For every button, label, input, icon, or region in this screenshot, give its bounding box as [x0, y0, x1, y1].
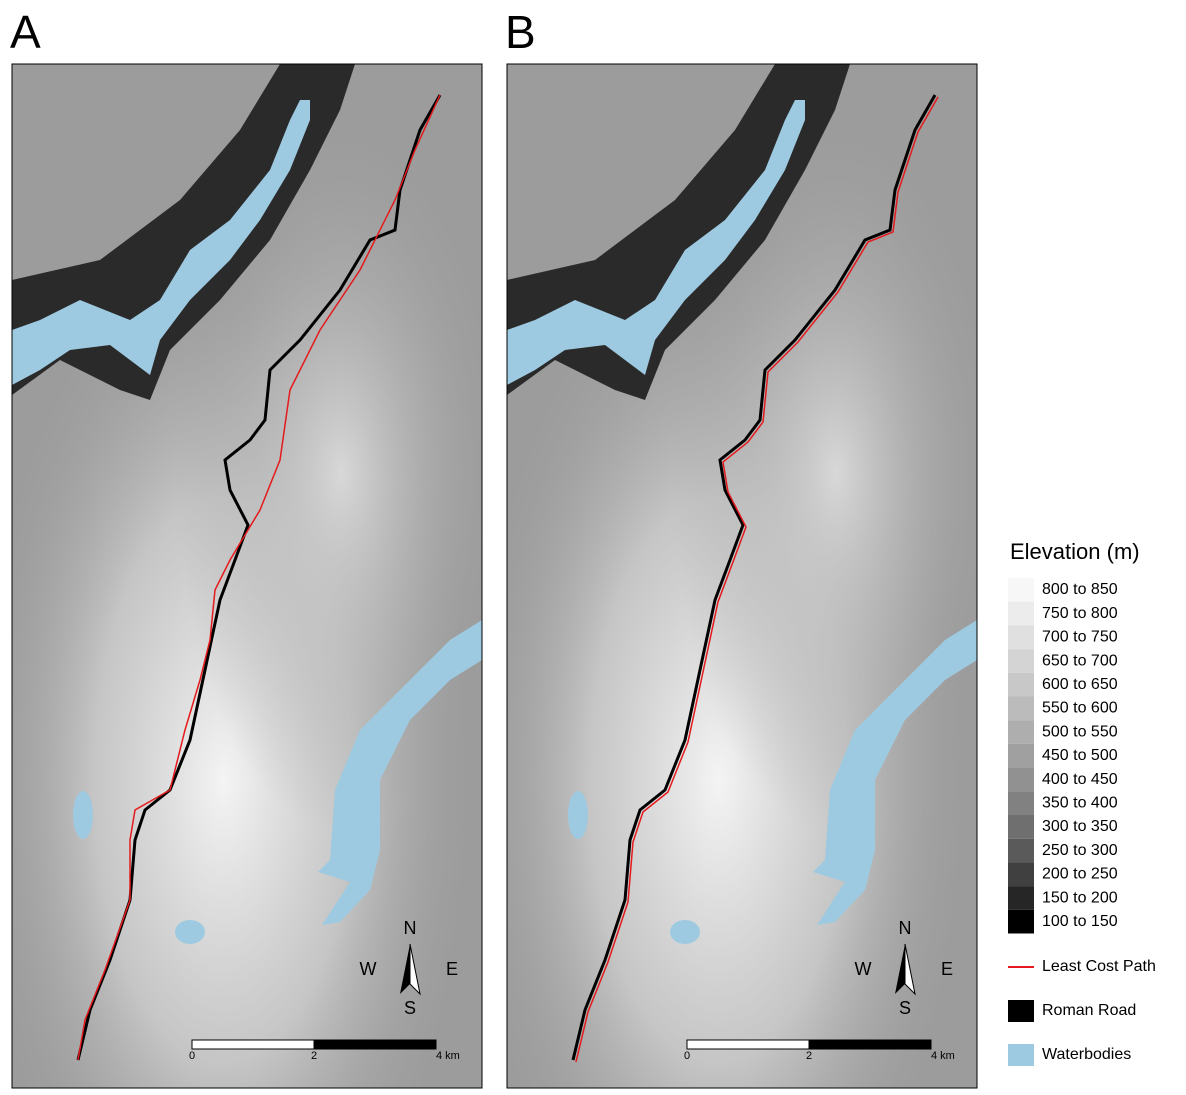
legend-swatch — [1008, 1000, 1034, 1022]
compass-label: W — [855, 959, 872, 979]
legend-swatch — [1008, 696, 1034, 721]
legend-label: Waterbodies — [1042, 1046, 1131, 1063]
legend-label: 200 to 250 — [1042, 866, 1118, 883]
lake — [318, 620, 482, 925]
legend-label: 450 to 500 — [1042, 747, 1118, 764]
legend-swatch — [1008, 743, 1034, 768]
scale-label: 4 km — [436, 1050, 460, 1062]
roman-road — [571, 94, 937, 1061]
lake — [175, 920, 205, 944]
legend-swatch — [1008, 672, 1034, 697]
legend-swatch — [1008, 791, 1034, 815]
roman-road — [76, 94, 442, 1061]
scale-label: 4 km — [931, 1050, 955, 1062]
legend-swatch — [1008, 625, 1034, 650]
legend-swatch — [1008, 649, 1034, 673]
least-cost-path — [575, 96, 939, 1063]
compass-arrow — [409, 943, 421, 996]
compass-arrow — [895, 944, 905, 994]
legend-swatch — [1008, 1044, 1034, 1066]
legend-swatch — [1008, 601, 1034, 626]
map-frame — [11, 63, 483, 1089]
lake — [12, 100, 310, 385]
legend-swatch — [1008, 909, 1034, 934]
compass-label: S — [899, 998, 911, 1018]
legend-title: Elevation (m) — [1010, 539, 1140, 564]
lake — [568, 791, 588, 839]
legend-label: 600 to 650 — [1042, 676, 1118, 693]
lake — [73, 791, 93, 839]
map-panel: N W E S 0 2 4 km — [506, 63, 978, 1089]
legend-label: 550 to 600 — [1042, 700, 1118, 717]
panel-label: B — [505, 6, 536, 58]
lake — [670, 920, 700, 944]
compass-label: S — [404, 998, 416, 1018]
legend-label: 650 to 700 — [1042, 652, 1118, 669]
lake — [507, 100, 805, 385]
legend-swatch — [1008, 886, 1034, 910]
scale-label: 2 — [311, 1050, 317, 1062]
legend-swatch — [1008, 767, 1034, 792]
scale-bar — [191, 1039, 315, 1050]
legend-label: 350 to 400 — [1042, 795, 1118, 812]
compass-arrow — [904, 943, 916, 996]
legend-swatch — [1008, 815, 1034, 839]
scale-label: 0 — [189, 1050, 195, 1062]
scale-bar — [313, 1039, 437, 1050]
scale-label: 2 — [806, 1050, 812, 1062]
compass-label: W — [360, 959, 377, 979]
scale-bar — [808, 1039, 932, 1050]
legend-label: 400 to 450 — [1042, 771, 1118, 788]
legend-swatch — [1008, 838, 1034, 863]
map-panel: N W E S 0 2 4 km — [11, 63, 483, 1089]
legend-label: 300 to 350 — [1042, 818, 1118, 835]
legend-label: Least Cost Path — [1042, 958, 1156, 975]
legend-label: 150 to 200 — [1042, 889, 1118, 906]
least-cost-path — [77, 94, 441, 1061]
legend-swatch — [1008, 720, 1034, 744]
scale-label: 0 — [684, 1050, 690, 1062]
lake — [813, 620, 977, 925]
legend-label: 250 to 300 — [1042, 842, 1118, 859]
legend-label: 750 to 800 — [1042, 605, 1118, 622]
map-frame — [506, 63, 978, 1089]
compass-arrow — [400, 944, 410, 994]
compass-label: E — [941, 959, 953, 979]
compass-label: N — [899, 918, 912, 938]
panel-label: A — [10, 6, 41, 58]
compass-label: N — [404, 918, 417, 938]
legend-label: 700 to 750 — [1042, 629, 1118, 646]
legend-swatch — [1008, 862, 1034, 887]
legend: 800 to 850 750 to 800 700 to 750 650 to 700… — [1008, 578, 1156, 1066]
scale-bar — [686, 1039, 810, 1050]
compass-label: E — [446, 959, 458, 979]
legend-label: 800 to 850 — [1042, 581, 1118, 598]
legend-label: Roman Road — [1042, 1002, 1136, 1019]
legend-swatch — [1008, 578, 1034, 602]
legend-label: 500 to 550 — [1042, 723, 1118, 740]
legend-label: 100 to 150 — [1042, 913, 1118, 930]
